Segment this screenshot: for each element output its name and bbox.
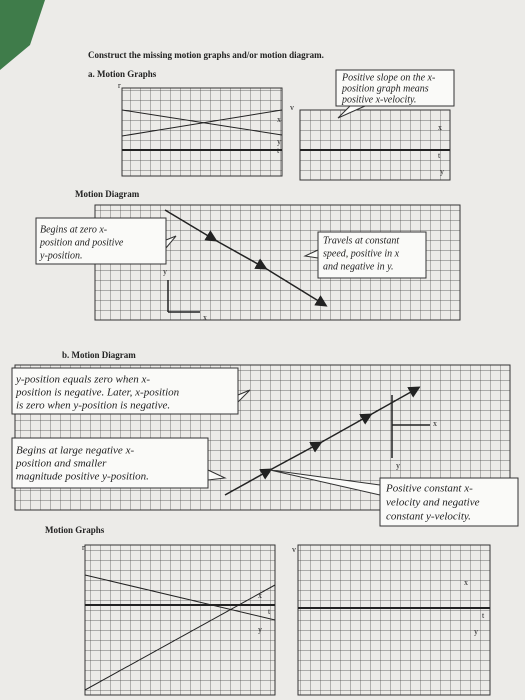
axis-label: v — [290, 103, 294, 112]
drawn-line — [121, 109, 283, 137]
axis-label: t — [277, 146, 280, 155]
spiral-binding — [0, 0, 45, 70]
axis-label: x — [464, 578, 468, 587]
note-line: position and smaller — [15, 458, 107, 470]
note-line: and negative in y. — [323, 261, 394, 272]
grid — [297, 544, 491, 696]
axis-label: t — [438, 151, 441, 160]
note-line: Begins at large negative x- — [16, 445, 134, 457]
note-line: velocity and negative — [386, 497, 480, 509]
note-line: position graph means — [341, 83, 429, 94]
heading: Motion Graphs — [45, 525, 105, 535]
drawn-line — [269, 441, 323, 471]
heading: b. Motion Diagram — [62, 350, 136, 360]
note-line: constant y-velocity. — [386, 511, 471, 523]
heading: a. Motion Graphs — [88, 69, 157, 79]
drawn-line — [84, 584, 276, 691]
axis-label: t — [482, 611, 485, 620]
axis-label: x — [438, 123, 442, 132]
instruction: Construct the missing motion graphs and/… — [88, 50, 324, 60]
axis-label: x — [277, 115, 281, 124]
note-line: position is negative. Later, x-position — [15, 387, 180, 399]
axis-label: y — [277, 137, 281, 146]
callout — [269, 469, 519, 527]
axis-label: r — [82, 543, 85, 552]
callout — [11, 437, 227, 489]
drawn-line — [369, 386, 421, 416]
note-line: is zero when y-position is negative. — [16, 400, 170, 412]
note-line: positive x-velocity. — [341, 94, 416, 105]
note-line: Begins at zero x- — [40, 224, 107, 235]
note-line: Travels at constant — [323, 235, 399, 246]
note-line: y-position equals zero when x- — [15, 374, 150, 386]
drawn-line — [224, 468, 273, 496]
drawn-line — [164, 209, 218, 242]
axis-label: y — [163, 267, 167, 276]
axis-label: y — [474, 627, 478, 636]
axis-label: x — [203, 313, 207, 322]
note-line: position and positive — [39, 237, 124, 248]
grid — [84, 544, 276, 696]
callout — [335, 69, 455, 119]
note-line: speed, positive in x — [323, 248, 400, 259]
axis-label: y — [440, 167, 444, 176]
callout — [35, 217, 177, 265]
axis-label: t — [268, 607, 271, 616]
drawn-line — [214, 239, 268, 270]
callout — [303, 231, 427, 279]
axis-label: y — [396, 461, 400, 470]
axis-label: x — [433, 419, 437, 428]
callout — [11, 367, 251, 415]
note-line: y-position. — [39, 250, 83, 261]
axis-label: v — [292, 545, 296, 554]
drawn-line — [84, 574, 276, 621]
note-line: magnitude positive y-position. — [16, 471, 149, 483]
axis-label: r — [118, 81, 121, 90]
axis-label: y — [258, 625, 262, 634]
heading: Motion Diagram — [75, 189, 140, 199]
axis-label: x — [258, 591, 262, 600]
grid — [299, 109, 451, 181]
note-line: Positive constant x- — [385, 483, 473, 495]
drawn-line — [264, 267, 328, 307]
note-line: Positive slope on the x- — [341, 72, 435, 83]
drawn-line — [319, 413, 373, 444]
